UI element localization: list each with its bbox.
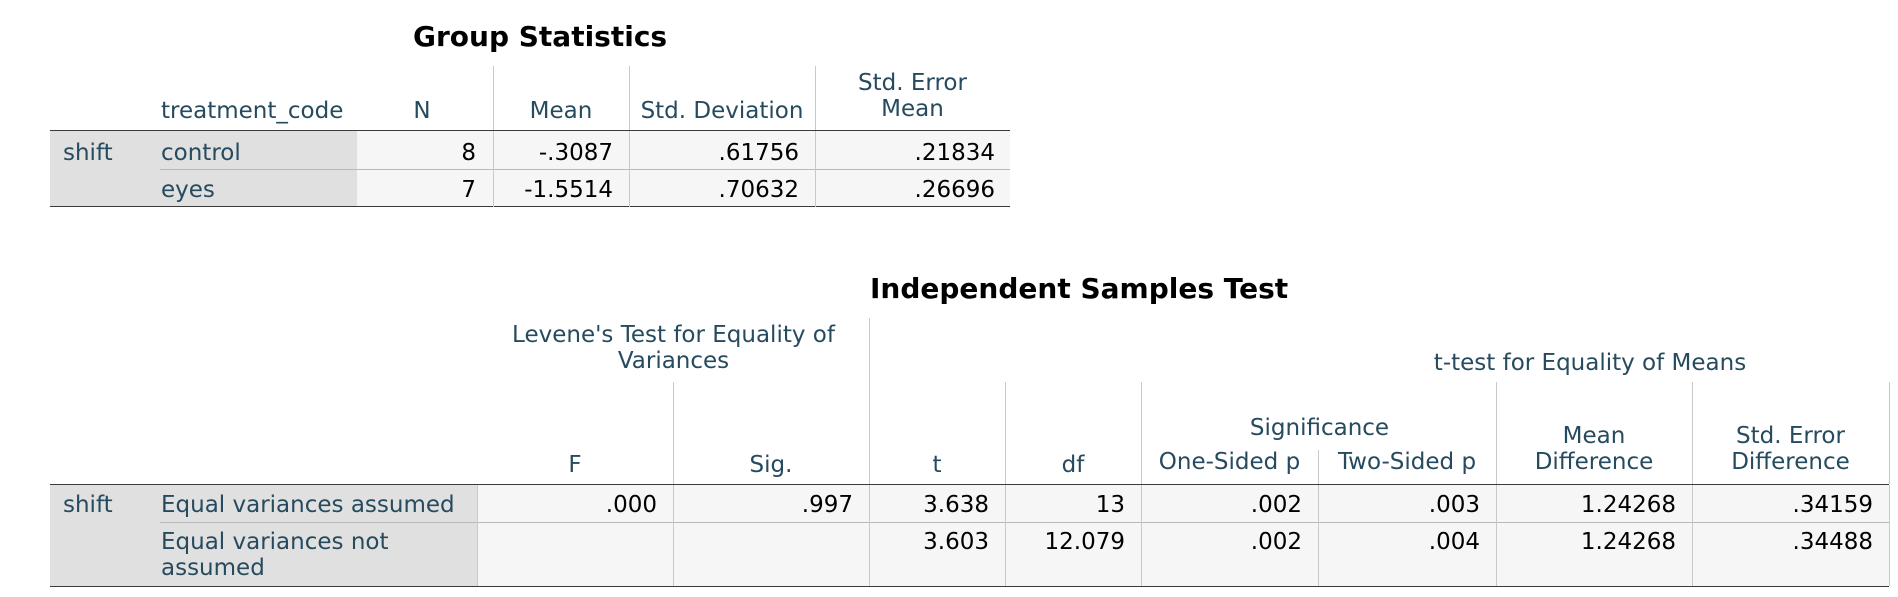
it-md-value: 1.24268 xyxy=(1580,492,1676,518)
independent-samples-test-title: Independent Samples Test xyxy=(870,272,1289,305)
gs-header-mean: Mean xyxy=(529,98,593,124)
gs-body-divider xyxy=(815,131,816,207)
it-body-divider xyxy=(477,485,478,586)
it-data-area xyxy=(477,485,1889,586)
it-one-sided-value: .002 xyxy=(1250,529,1302,555)
it-two-sided-value: .003 xyxy=(1428,492,1480,518)
gs-n-value: 7 xyxy=(461,177,476,203)
gs-header-n: N xyxy=(413,98,431,124)
gs-header-divider xyxy=(493,66,494,130)
gs-header-grouping: treatment_code xyxy=(161,98,344,124)
gs-mean-value: -.3087 xyxy=(538,140,613,166)
gs-row-divider xyxy=(160,169,1010,170)
gs-n-value: 8 xyxy=(461,140,476,166)
it-header-md-line2: Difference xyxy=(1534,449,1654,475)
significance-header: Significance xyxy=(1249,415,1390,441)
it-header-one-sided: One-Sided p xyxy=(1158,449,1301,475)
ttest-header: t-test for Equality of Means xyxy=(1433,350,1747,376)
gs-header-divider xyxy=(815,66,816,130)
gs-bottom-rule xyxy=(50,206,1010,207)
gs-variable-label: shift xyxy=(63,140,113,166)
it-header-df: df xyxy=(1061,452,1085,478)
gs-se-value: .26696 xyxy=(914,177,995,203)
it-header-divider xyxy=(673,382,674,484)
it-header-divider xyxy=(1141,382,1142,484)
gs-mean-value: -1.5514 xyxy=(524,177,613,203)
gs-group-label: control xyxy=(161,140,241,166)
it-t-value: 3.638 xyxy=(923,492,989,518)
it-body-divider xyxy=(1692,485,1693,586)
it-bottom-rule xyxy=(50,586,1889,587)
gs-sd-value: .61756 xyxy=(718,140,799,166)
it-body-divider xyxy=(1005,485,1006,586)
it-header-divider xyxy=(1692,382,1693,484)
gs-body-divider xyxy=(629,131,630,207)
it-sig-value: .997 xyxy=(801,492,853,518)
it-header-sed-line1: Std. Error xyxy=(1736,423,1845,449)
it-row-label: Equal variances assumed xyxy=(161,492,455,518)
it-body-divider xyxy=(1496,485,1497,586)
it-header-sig: Sig. xyxy=(749,452,793,478)
it-variable-label: shift xyxy=(63,492,113,518)
it-header-t: t xyxy=(932,452,942,478)
it-sed-value: .34488 xyxy=(1792,529,1873,555)
it-md-value: 1.24268 xyxy=(1580,529,1676,555)
gs-body-divider xyxy=(493,131,494,207)
levene-header-line1: Levene's Test for Equality of xyxy=(512,322,835,348)
it-f-value: .000 xyxy=(605,492,657,518)
gs-se-value: .21834 xyxy=(914,140,995,166)
it-header-divider xyxy=(1318,450,1319,484)
gs-sd-value: .70632 xyxy=(718,177,799,203)
it-row-label: Equal variances not xyxy=(161,529,389,555)
levene-header-line2: Variances xyxy=(617,348,730,374)
gs-header-se-line1: Std. Error xyxy=(858,70,967,96)
it-header-divider xyxy=(1496,382,1497,484)
it-header-divider xyxy=(1889,382,1890,484)
it-sed-value: .34159 xyxy=(1792,492,1873,518)
it-df-value: 13 xyxy=(1095,492,1125,518)
gs-header-sd: Std. Deviation xyxy=(640,98,804,124)
it-t-value: 3.603 xyxy=(923,529,989,555)
it-df-value: 12.079 xyxy=(1044,529,1125,555)
it-header-md-line1: Mean xyxy=(1562,423,1626,449)
it-row-divider xyxy=(160,522,1889,523)
it-header-divider xyxy=(869,318,870,484)
it-body-divider xyxy=(1889,485,1890,586)
gs-header-se-line2: Mean xyxy=(881,96,944,122)
it-body-divider xyxy=(1141,485,1142,586)
it-header-two-sided: Two-Sided p xyxy=(1337,449,1477,475)
gs-group-label: eyes xyxy=(161,177,215,203)
it-header-sed-line2: Difference xyxy=(1731,449,1850,475)
it-row-label-shade xyxy=(50,485,477,586)
it-header-rule xyxy=(50,484,1889,485)
gs-header-rule xyxy=(50,130,1010,131)
it-row-label-continued: assumed xyxy=(161,555,265,581)
it-body-divider xyxy=(673,485,674,586)
it-header-divider xyxy=(1005,382,1006,484)
it-two-sided-value: .004 xyxy=(1428,529,1480,555)
it-body-divider xyxy=(869,485,870,586)
it-header-f: F xyxy=(568,452,582,478)
gs-header-divider xyxy=(629,66,630,130)
it-body-divider xyxy=(1318,485,1319,586)
it-one-sided-value: .002 xyxy=(1250,492,1302,518)
group-statistics-title: Group Statistics xyxy=(413,20,668,53)
